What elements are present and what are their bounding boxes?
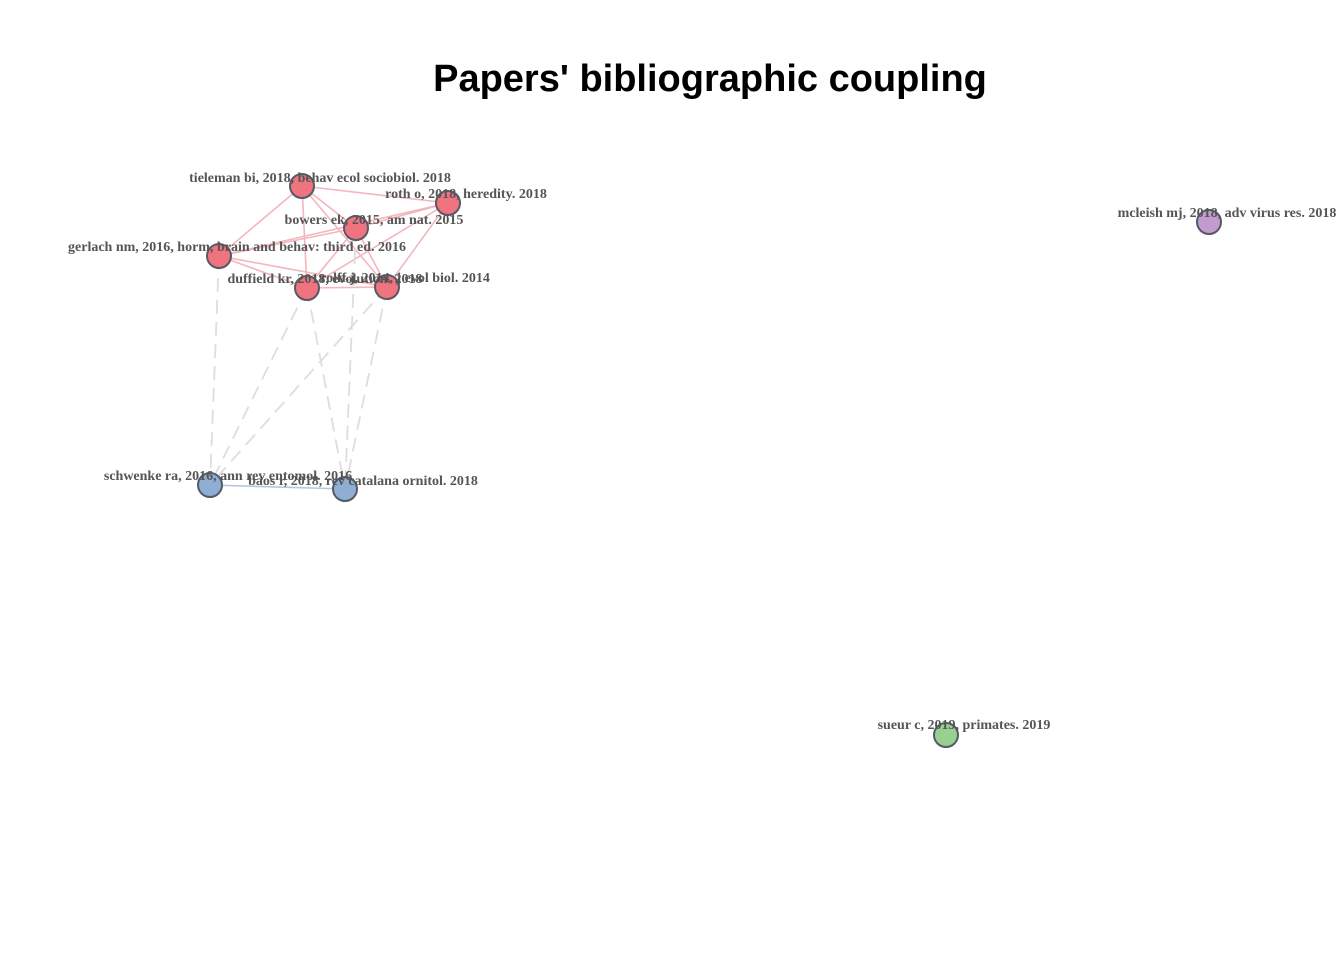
edge-roth-gerlach xyxy=(218,202,449,257)
node-label-roth: roth o, 2018, heredity. 2018 xyxy=(385,187,547,202)
edge-roth-rolff xyxy=(386,202,449,288)
edges-layer xyxy=(209,185,449,490)
node-mcleish[interactable] xyxy=(1196,209,1222,235)
node-gerlach[interactable] xyxy=(206,243,232,269)
node-baos[interactable] xyxy=(332,476,358,502)
node-sueur[interactable] xyxy=(933,722,959,748)
edge-tieleman-rolff xyxy=(301,185,388,288)
node-tieleman[interactable] xyxy=(289,173,315,199)
edge-gerlach-schwenke xyxy=(209,255,220,486)
edge-bowers-gerlach xyxy=(218,227,357,257)
edge-gerlach-rolff xyxy=(218,255,388,288)
node-label-gerlach: gerlach nm, 2016, horm, brain and behav:… xyxy=(68,240,406,255)
node-roth[interactable] xyxy=(435,190,461,216)
node-label-duffield: duffield kr, 2018, evolution. 2018 xyxy=(227,272,422,287)
node-label-schwenke: schwenke ra, 2016, ann rev entomol. 2016 xyxy=(104,469,352,484)
chart-title: Papers' bibliographic coupling xyxy=(433,58,987,100)
edge-duffield-schwenke xyxy=(209,287,308,486)
nodes-layer xyxy=(197,173,1222,748)
node-bowers[interactable] xyxy=(343,215,369,241)
edge-rolff-baos xyxy=(344,286,388,490)
edge-tieleman-gerlach xyxy=(218,185,303,257)
edge-tieleman-roth xyxy=(301,185,449,204)
edge-gerlach-duffield xyxy=(218,255,308,289)
node-label-sueur: sueur c, 2019, primates. 2019 xyxy=(878,718,1051,733)
node-label-tieleman: tieleman bi, 2018, behav ecol sociobiol.… xyxy=(189,171,451,186)
edge-schwenke-baos xyxy=(209,484,346,490)
node-label-bowers: bowers ek, 2015, am nat. 2015 xyxy=(285,213,464,228)
edge-duffield-baos xyxy=(306,287,346,490)
node-label-baos: baos r, 2018, rev catalana ornitol. 2018 xyxy=(248,474,478,489)
edge-bowers-baos xyxy=(344,227,357,490)
node-label-mcleish: mcleish mj, 2018, adv virus res. 2018 xyxy=(1118,206,1337,221)
edge-rolff-schwenke xyxy=(209,286,388,486)
edge-duffield-rolff xyxy=(306,286,388,289)
node-duffield[interactable] xyxy=(294,275,320,301)
node-label-rolff: rolff j, 2014, j evol biol. 2014 xyxy=(320,271,490,286)
labels-layer: tieleman bi, 2018, behav ecol sociobiol.… xyxy=(68,171,1336,733)
node-schwenke[interactable] xyxy=(197,472,223,498)
node-rolff[interactable] xyxy=(374,274,400,300)
edge-roth-duffield xyxy=(306,202,449,289)
